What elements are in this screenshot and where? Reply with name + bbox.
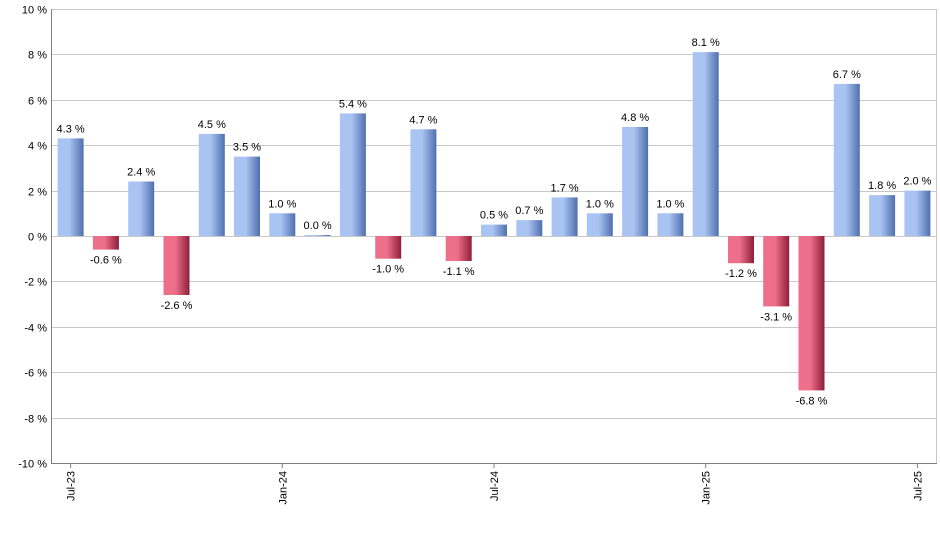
bar-value-label: 4.3 % [57, 123, 85, 135]
bar-jun-24 [445, 236, 472, 261]
bar-mar-25 [763, 236, 790, 307]
y-tick-label: 8 % [28, 50, 47, 62]
bar-value-label: 0.7 % [515, 205, 543, 217]
y-tick-label: 2 % [28, 187, 47, 199]
bar-jan-24 [269, 213, 296, 236]
bar-jan-25 [692, 52, 719, 236]
bar-value-label: 0.5 % [480, 210, 508, 222]
bar-nov-24 [622, 127, 649, 236]
bar-nov-23 [198, 133, 225, 236]
bar-value-label: -2.6 % [161, 300, 193, 312]
bar-oct-24 [586, 213, 613, 236]
bar-value-label: 2.4 % [127, 167, 155, 179]
bar-oct-23 [163, 236, 190, 295]
bar-value-label: 2.0 % [903, 176, 931, 188]
bar-feb-24 [304, 235, 331, 236]
bar-apr-24 [375, 236, 402, 259]
bar-value-label: 1.7 % [551, 182, 579, 194]
bar-value-label: -3.1 % [760, 311, 792, 323]
x-tick-label: Jan-24 [277, 471, 289, 505]
bar-may-24 [410, 129, 437, 236]
bar-jul-24 [481, 224, 507, 236]
bar-value-label: 6.7 % [833, 69, 861, 81]
bar-value-label: 1.0 % [586, 198, 614, 210]
bar-dec-24 [657, 213, 684, 236]
y-tick-label: 10 % [22, 5, 47, 17]
bar-value-label: 3.5 % [233, 142, 261, 154]
bar-mar-24 [339, 113, 366, 236]
bar-sep-23 [128, 181, 155, 236]
bar-value-label: 4.5 % [198, 119, 226, 131]
y-tick-label: -2 % [24, 277, 47, 289]
y-tick-label: -4 % [24, 323, 47, 335]
bar-value-label: 8.1 % [692, 37, 720, 49]
bar-may-25 [833, 83, 860, 237]
axis-layer: 10 % 8 % 6 % 4 % 2 % 0 % -2 % -4 % -6 % -8 % -10 %… [18, 5, 937, 505]
bar-value-label: 4.8 % [621, 112, 649, 124]
bar-value-label: 1.0 % [268, 198, 296, 210]
bar-sep-24 [551, 197, 578, 236]
bar-value-label: -6.8 % [796, 395, 828, 407]
bar-aug-24 [516, 220, 543, 236]
bar-value-label: -1.1 % [443, 266, 475, 278]
bar-dec-23 [234, 156, 260, 236]
y-tick-label: -8 % [24, 414, 47, 426]
y-tick-label: 0 % [28, 232, 47, 244]
bar-value-label: 1.8 % [868, 180, 896, 192]
bar-value-label: -0.6 % [90, 255, 122, 267]
bar-aug-23 [92, 236, 119, 250]
bar-value-label: 5.4 % [339, 98, 367, 110]
y-tick-label: 4 % [28, 141, 47, 153]
bar-value-label: -1.2 % [725, 268, 757, 280]
y-tick-label: 6 % [28, 96, 47, 108]
bar-jul-23 [57, 138, 84, 236]
x-tick-label: Jan-25 [701, 471, 713, 505]
bar-jul-25 [904, 190, 931, 236]
bar-apr-25 [798, 236, 825, 391]
bar-value-label: -1.0 % [372, 264, 404, 276]
x-tick-label: Jul-24 [489, 471, 501, 501]
x-tick-label: Jul-25 [912, 471, 924, 501]
bar-layer [57, 52, 931, 391]
bar-value-label: 0.0 % [304, 220, 332, 232]
y-tick-label: -10 % [18, 459, 47, 471]
bar-value-label: 4.7 % [409, 114, 437, 126]
bar-feb-25 [728, 236, 754, 264]
bar-jun-25 [869, 195, 896, 236]
bar-label-layer: 4.3 % -0.6 % 2.4 % -2.6 % 4.5 % 3.5 % 1.0 % 0.0… [57, 37, 932, 407]
bar-value-label: 1.0 % [656, 198, 684, 210]
y-tick-label: -6 % [24, 368, 47, 380]
x-tick-label: Jul-23 [66, 471, 78, 501]
